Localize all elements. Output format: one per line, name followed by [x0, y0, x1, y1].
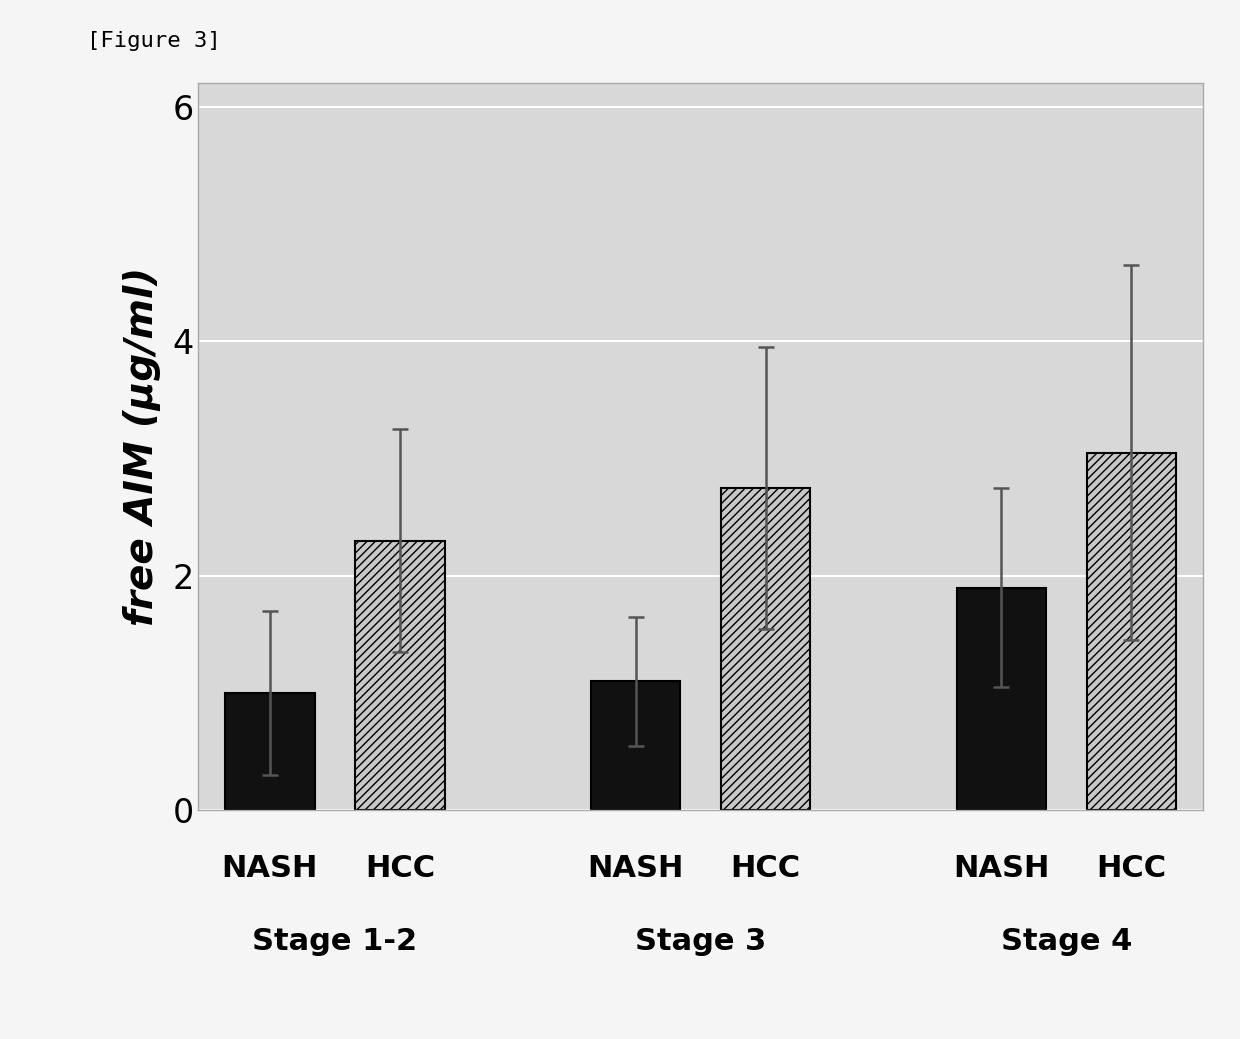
Text: NASH: NASH	[954, 854, 1049, 883]
Bar	[355, 540, 445, 810]
Text: HCC: HCC	[365, 854, 435, 883]
Y-axis label: free AIM (μg/ml): free AIM (μg/ml)	[123, 267, 161, 627]
Text: [Figure 3]: [Figure 3]	[87, 31, 221, 51]
Bar	[226, 693, 315, 810]
Bar	[956, 587, 1047, 810]
Bar	[591, 682, 681, 810]
Text: Stage 3: Stage 3	[635, 927, 766, 956]
Text: HCC: HCC	[1096, 854, 1167, 883]
Text: Stage 1-2: Stage 1-2	[253, 927, 418, 956]
Text: HCC: HCC	[730, 854, 801, 883]
Text: NASH: NASH	[588, 854, 683, 883]
Text: Stage 4: Stage 4	[1001, 927, 1132, 956]
Text: NASH: NASH	[222, 854, 319, 883]
Bar	[1086, 453, 1176, 810]
Bar	[720, 488, 810, 810]
